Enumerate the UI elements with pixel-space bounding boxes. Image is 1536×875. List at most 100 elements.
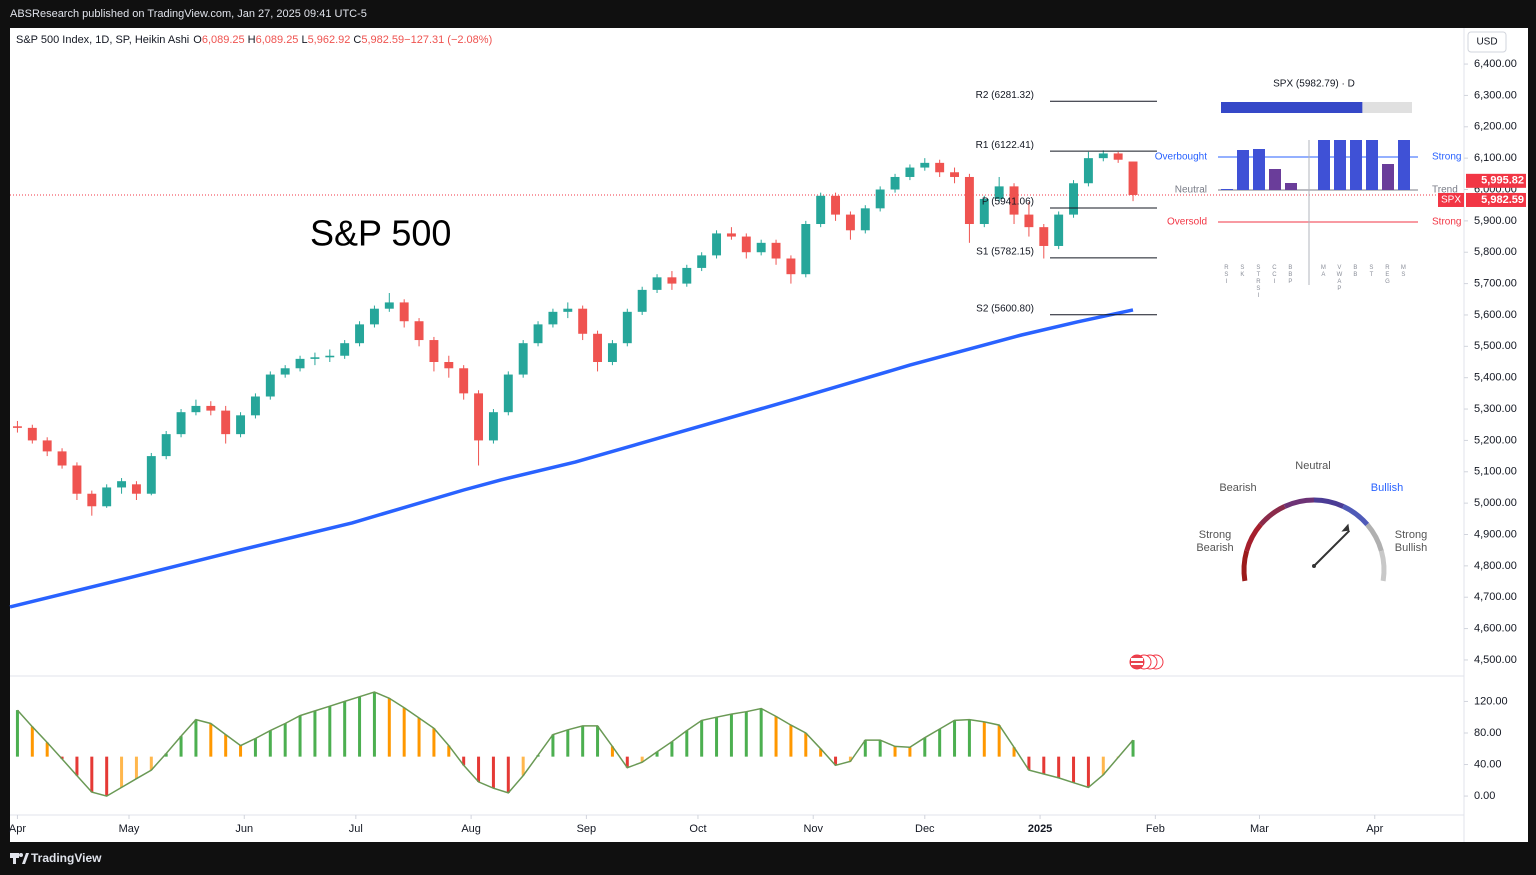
- osc-bar: [774, 716, 778, 757]
- strength-bar: [1285, 183, 1297, 190]
- candle-body: [920, 162, 930, 168]
- gauge-pivot: [1312, 564, 1316, 568]
- candle-body: [102, 487, 112, 507]
- candle-body: [1098, 153, 1108, 159]
- osc-bar: [90, 756, 94, 793]
- pivot-label: S2 (5600.80): [976, 303, 1034, 314]
- candle-body: [950, 172, 960, 177]
- candle-body: [414, 321, 424, 341]
- y-tick-label: 5,900.00: [1474, 215, 1517, 227]
- candle-body: [563, 308, 573, 312]
- candle-body: [786, 258, 796, 275]
- candle-body: [593, 333, 603, 363]
- candle-body: [712, 233, 722, 256]
- gauge-arc: [1378, 550, 1387, 582]
- osc-bar: [744, 711, 748, 757]
- candle-body: [622, 311, 632, 344]
- strength-category: MS: [1400, 265, 1406, 279]
- strength-bar: [1382, 164, 1394, 190]
- legend-title: S&P 500 Index, 1D, SP, Heikin Ashi: [16, 34, 189, 46]
- candle-body: [474, 393, 484, 441]
- osc-bar: [759, 708, 763, 757]
- gauge-needle-head: [1341, 523, 1350, 532]
- legend-key: H: [248, 34, 256, 46]
- strength-level-label: Overbought: [1155, 152, 1207, 163]
- candle-body: [845, 214, 855, 231]
- candle-body: [682, 267, 692, 284]
- strength-bar: [1334, 140, 1346, 190]
- brand-name: TradingView: [31, 851, 102, 865]
- y-tick-label: 4,800.00: [1474, 560, 1517, 572]
- x-tick-label: 2025: [1028, 823, 1052, 835]
- candle-body: [726, 233, 736, 237]
- candle-body: [1039, 227, 1049, 246]
- candle-body: [1054, 214, 1064, 246]
- osc-bar: [551, 734, 555, 757]
- osc-bar: [417, 718, 421, 757]
- osc-bar: [1057, 756, 1061, 778]
- y-tick-label: 4,600.00: [1474, 622, 1517, 634]
- osc-bar: [432, 728, 436, 757]
- candle-body: [399, 302, 409, 322]
- candle-body: [1113, 153, 1123, 160]
- osc-bar: [149, 756, 153, 771]
- gauge-arc: [1365, 522, 1384, 552]
- score-fill: [1221, 102, 1363, 113]
- osc-bar: [343, 701, 347, 757]
- candle-body: [369, 308, 379, 325]
- candle-body: [12, 426, 22, 428]
- osc-bar: [1042, 756, 1046, 774]
- price-tag-label: 5,982.59: [1481, 194, 1524, 206]
- brand-logo: [10, 853, 29, 864]
- candle-body: [42, 440, 52, 452]
- osc-bar: [194, 719, 198, 757]
- chart-annotation: S&P 500: [310, 213, 451, 254]
- y-tick-label: 5,300.00: [1474, 403, 1517, 415]
- osc-bar: [45, 742, 49, 757]
- y-tick-label: 4,700.00: [1474, 591, 1517, 603]
- gauge-label: Bullish: [1371, 482, 1403, 494]
- symbol-tag: [1438, 192, 1464, 207]
- legend-line: S&P 500 Index, 1D, SP, Heikin Ashi O6,089…: [16, 34, 492, 46]
- osc-bar: [253, 738, 257, 757]
- y-tick-label: 5,800.00: [1474, 246, 1517, 258]
- osc-bar: [982, 721, 986, 757]
- osc-bar: [908, 747, 912, 757]
- currency-button[interactable]: [1467, 31, 1507, 53]
- y-tick-label: 4,500.00: [1474, 654, 1517, 666]
- candle-body: [57, 451, 67, 466]
- strength-level-label: Oversold: [1167, 217, 1207, 228]
- osc-bar: [610, 746, 614, 757]
- osc-bar: [685, 730, 689, 757]
- pivot-label: P (5941.06): [982, 197, 1034, 208]
- candle-body: [280, 368, 290, 375]
- osc-bar: [1101, 756, 1105, 775]
- candle-body: [964, 176, 974, 225]
- candle-body: [578, 308, 588, 334]
- y-tick-label: 5,700.00: [1474, 278, 1517, 290]
- candle-body: [191, 405, 201, 413]
- pivot-label: S1 (5782.15): [976, 246, 1034, 257]
- osc-bar: [1086, 756, 1090, 788]
- osc-bar: [893, 746, 897, 757]
- x-tick-label: Apr: [9, 823, 26, 835]
- osc-bar: [715, 717, 719, 757]
- legend-value: −127.31 (−2.08%): [404, 34, 492, 46]
- chart-panel: [10, 28, 1528, 842]
- osc-bar: [120, 756, 124, 788]
- candle-body: [444, 362, 454, 369]
- strength-category: BB: [1352, 265, 1358, 279]
- strength-side-label: Strong: [1432, 152, 1461, 163]
- osc-tick-label: 40.00: [1474, 758, 1502, 770]
- osc-bar: [506, 756, 510, 793]
- price-tag: [1466, 173, 1526, 188]
- strength-bar: [1237, 150, 1249, 190]
- candle-body: [697, 255, 707, 268]
- strength-bar: [1221, 189, 1233, 190]
- x-tick-label: Oct: [689, 823, 706, 835]
- candle-body: [236, 415, 246, 435]
- strength-side-label: Strong: [1432, 217, 1461, 228]
- legend-value: 6,089.25: [202, 34, 245, 46]
- gauge-label: Strong: [1199, 529, 1231, 541]
